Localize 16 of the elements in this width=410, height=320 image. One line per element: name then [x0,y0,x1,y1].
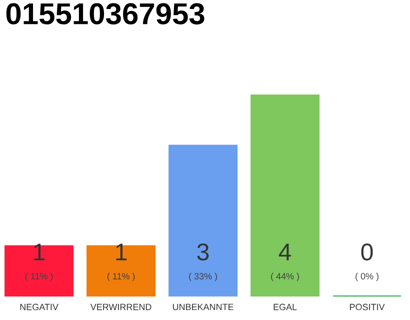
data-label: ( 11% ) [107,272,135,282]
annotation: 1 [116,244,127,260]
x-tick-label: POSITIV [350,304,385,310]
x-tick-label: UNBEKANNTE [172,304,234,310]
data-label: ( 33% ) [189,272,217,282]
data-label: ( 11% ) [25,272,53,282]
annotation: 4 [278,244,291,260]
x-tick-label: VERWIRREND [90,304,152,310]
data-label: ( 44% ) [271,272,299,282]
annotation: 1 [34,244,45,260]
x-tick-label: EGAL [274,304,297,310]
data-label: ( 0% ) [356,272,378,282]
annotation: 3 [197,244,209,260]
annotation: 0 [361,244,373,260]
x-tick-label: NEGATIV [20,304,58,310]
chart-title: 015510367953 [6,3,204,24]
